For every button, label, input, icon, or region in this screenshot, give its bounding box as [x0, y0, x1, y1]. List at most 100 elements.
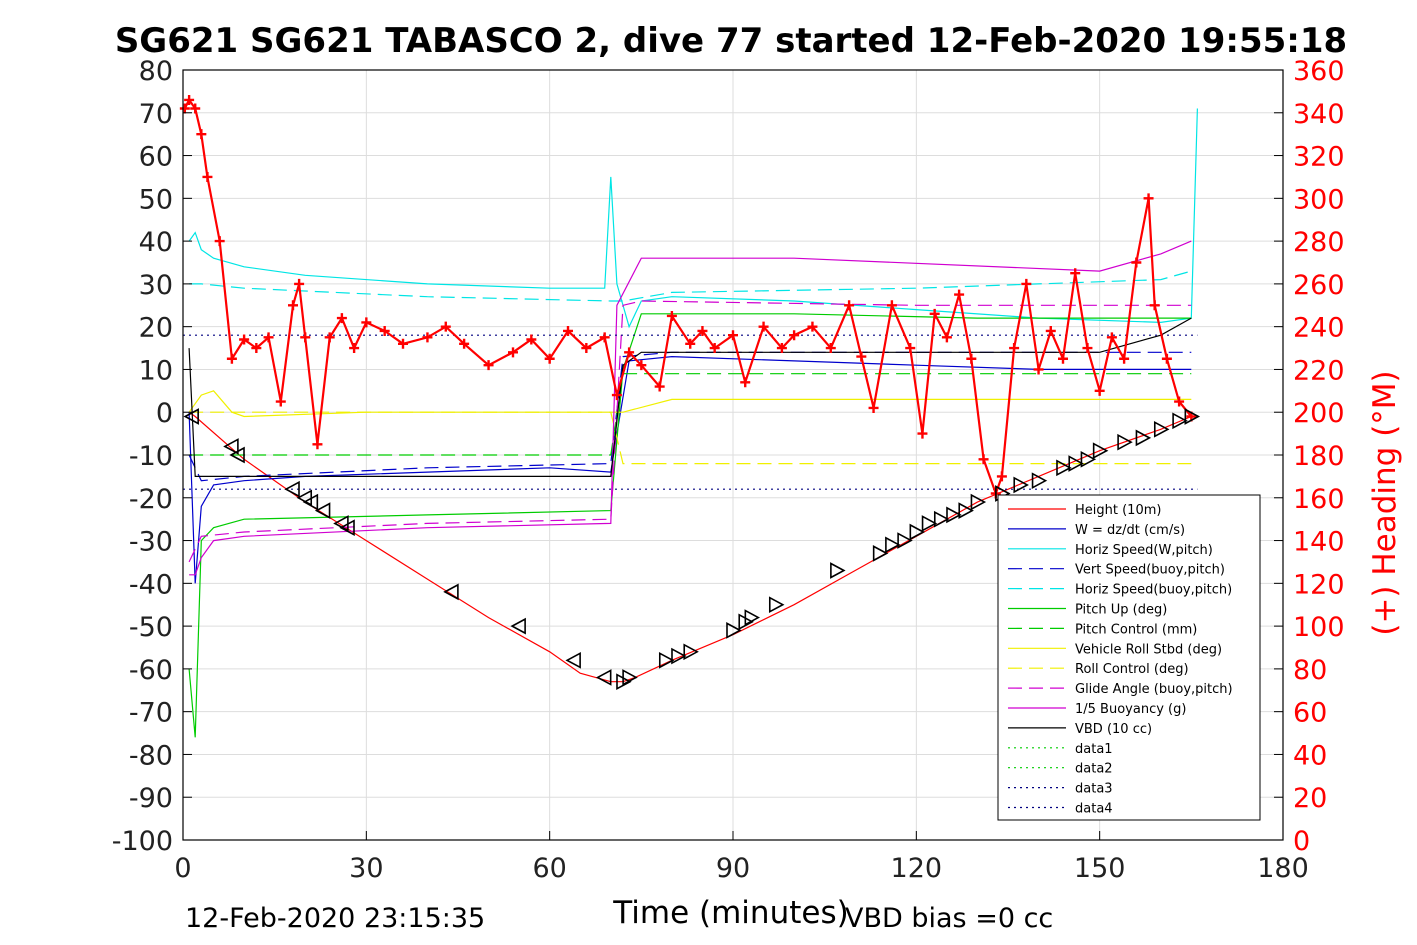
- series-layer: [183, 108, 1198, 738]
- heading-point: [336, 313, 347, 324]
- depth-triangle-marker: [302, 493, 319, 511]
- heading-point: [886, 300, 897, 311]
- y-right-tick-label: 120: [1293, 569, 1345, 600]
- depth-triangle-marker: [1092, 442, 1109, 460]
- y-right-tick-label: 180: [1293, 441, 1345, 472]
- legend-entry-label: Vert Speed(buoy,pitch): [1075, 563, 1225, 578]
- heading-point: [288, 300, 298, 311]
- y-tick-label: 10: [139, 355, 173, 386]
- heading-point: [624, 347, 635, 358]
- y-tick-label: -60: [129, 655, 173, 686]
- depth-triangle-marker: [671, 647, 687, 665]
- heading-point: [1106, 332, 1117, 343]
- heading-point: [941, 332, 952, 343]
- heading-point: [263, 332, 274, 343]
- x-tick-label: 60: [532, 853, 566, 884]
- heading-point: [508, 347, 518, 358]
- heading-point: [483, 360, 494, 371]
- legend-entry-label: data2: [1075, 762, 1113, 777]
- heading-point: [1094, 385, 1105, 396]
- depth-triangle-marker: [284, 480, 300, 498]
- chart-title: SG621 SG621 TABASCO 2, dive 77 started 1…: [115, 21, 1347, 61]
- depth-triangle-marker: [683, 643, 699, 661]
- y-right-tick-label: 220: [1293, 355, 1345, 386]
- series-line-vbd-10-cc: [188, 317, 1192, 477]
- depth-triangle-marker: [1184, 408, 1201, 425]
- depth-triangle-marker: [314, 502, 331, 519]
- x-axis-label: Time (minutes): [612, 895, 848, 931]
- heading-point: [324, 332, 335, 343]
- heading-point: [239, 334, 250, 345]
- y-tick-label: -20: [129, 484, 173, 515]
- footer-vbd-bias: VBD bias =0 cc: [845, 903, 1053, 934]
- depth-triangle-marker: [223, 438, 239, 455]
- heading-point: [184, 94, 195, 105]
- y-right-axis-label: (+) Heading (°M): [1367, 370, 1403, 635]
- depth-triangle-marker: [970, 493, 987, 511]
- heading-point: [636, 360, 647, 371]
- heading-point: [1082, 343, 1093, 354]
- heading-point: [1149, 300, 1160, 311]
- y-right-tick-label: 160: [1293, 484, 1345, 515]
- y-axis-ticks: 80 70 60 50 40 30 20 10 0 -10 -20 -30 -40 -50 -60 -70 -8…: [112, 56, 192, 857]
- depth-triangle-marker: [1031, 472, 1048, 490]
- depth-triangle-marker: [510, 617, 526, 635]
- heading-point: [776, 343, 787, 354]
- legend: Height (10m) W = dz/dt (cm/s) Horiz Speed(…: [997, 494, 1261, 821]
- y-tick-label: 70: [139, 99, 173, 130]
- heading-point: [275, 396, 286, 407]
- series-line-pitch-control-mm: [189, 373, 1192, 456]
- depth-triangle-marker: [909, 523, 926, 541]
- heading-point: [300, 332, 311, 343]
- y-tick-label: -10: [129, 441, 173, 472]
- y-right-axis-ticks: 3603403203002802602402202001801601401201…: [1274, 56, 1345, 857]
- depth-triangle-marker: [768, 596, 785, 614]
- heading-point: [929, 308, 940, 319]
- legend-entry-label: Vehicle Roll Stbd (deg): [1075, 642, 1222, 657]
- y-tick-label: 40: [139, 227, 173, 258]
- series-line-horiz-speed-buoy-pitch: [189, 270, 1192, 302]
- depth-triangle-marker: [830, 562, 846, 579]
- heading-point: [1174, 396, 1185, 407]
- heading-point: [361, 317, 372, 328]
- y-tick-label: -80: [129, 740, 173, 771]
- y-tick-label: 30: [139, 270, 173, 301]
- heading-point: [709, 343, 720, 354]
- heading-point: [905, 343, 916, 354]
- depth-triangle-marker: [946, 506, 962, 524]
- depth-triangle-marker: [1172, 412, 1188, 430]
- heading-point: [214, 236, 225, 247]
- legend-entry-label: Pitch Up (deg): [1075, 603, 1167, 618]
- series-line-roll-control-deg: [189, 411, 1192, 465]
- y-right-tick-label: 140: [1293, 527, 1345, 558]
- y-right-tick-label: 60: [1293, 698, 1327, 729]
- x-tick-label: 30: [349, 853, 383, 884]
- y-right-tick-label: 240: [1293, 313, 1345, 344]
- depth-triangle-marker: [726, 622, 742, 639]
- heading-point: [379, 325, 390, 336]
- depth-triangle-marker: [744, 609, 761, 626]
- heading-point: [1021, 278, 1032, 289]
- depth-triangle-marker: [872, 545, 889, 562]
- y-tick-label: 50: [139, 184, 173, 215]
- heading-point: [544, 353, 555, 364]
- heading-point: [526, 334, 537, 345]
- y-right-tick-label: 200: [1293, 398, 1345, 429]
- legend-entry-label: Glide Angle (buoy,pitch): [1075, 682, 1233, 697]
- legend-entry-label: Roll Control (deg): [1075, 662, 1189, 677]
- heading-point: [978, 454, 989, 465]
- heading-point: [179, 103, 190, 114]
- y-right-tick-label: 80: [1293, 655, 1327, 686]
- heading-point: [1119, 353, 1130, 364]
- heading-point: [1131, 257, 1142, 268]
- heading-point: [1009, 343, 1020, 354]
- heading-point: [349, 343, 360, 354]
- depth-triangle-marker: [1068, 455, 1084, 472]
- legend-entry-label: data4: [1075, 802, 1113, 817]
- depth-triangle-marker: [933, 510, 950, 528]
- heading-point: [190, 103, 201, 114]
- heading-point: [758, 321, 769, 332]
- depth-triangle-marker: [958, 502, 974, 519]
- depth-triangle-marker: [1135, 429, 1152, 447]
